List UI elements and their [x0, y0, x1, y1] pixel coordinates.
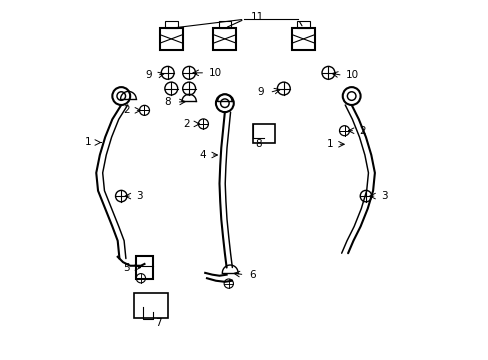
- Text: 9: 9: [145, 70, 151, 80]
- Text: 1: 1: [326, 139, 332, 149]
- Text: 10: 10: [208, 68, 222, 78]
- Bar: [136, 256, 152, 279]
- Bar: [160, 28, 183, 50]
- Text: 3: 3: [380, 191, 387, 201]
- Text: 3: 3: [136, 191, 143, 201]
- Text: 1: 1: [85, 138, 91, 148]
- Text: 11: 11: [250, 12, 263, 22]
- Bar: [218, 21, 231, 28]
- Text: 9: 9: [257, 87, 264, 98]
- Bar: [291, 28, 314, 50]
- Text: 5: 5: [123, 262, 130, 273]
- Bar: [297, 21, 309, 28]
- Text: 2: 2: [358, 126, 365, 136]
- Text: 2: 2: [122, 105, 129, 115]
- Bar: [213, 28, 236, 50]
- Bar: [253, 124, 274, 143]
- Bar: [164, 21, 177, 28]
- Text: 7: 7: [154, 318, 161, 328]
- Bar: [134, 293, 167, 318]
- Text: 6: 6: [248, 270, 255, 280]
- Text: 8: 8: [164, 97, 171, 107]
- Text: 8: 8: [254, 139, 261, 149]
- Text: 2: 2: [183, 119, 189, 129]
- Text: 10: 10: [346, 70, 359, 80]
- Text: 4: 4: [199, 150, 205, 160]
